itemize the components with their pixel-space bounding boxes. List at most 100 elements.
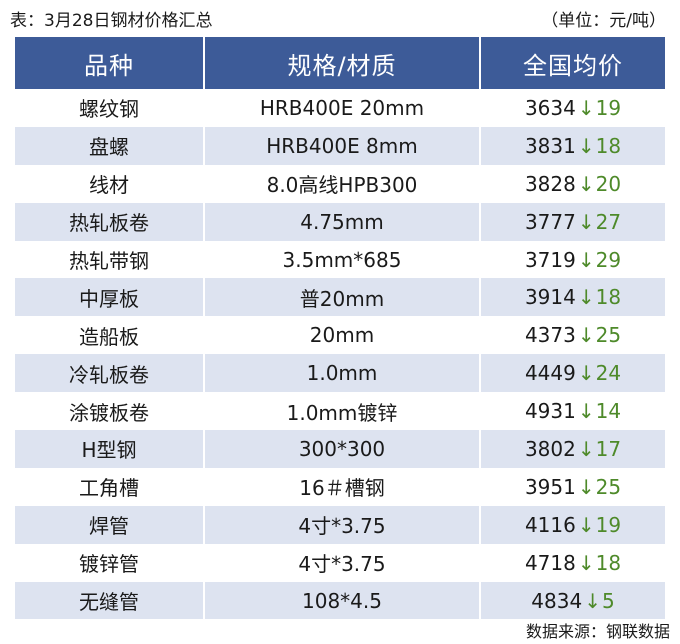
price-value: 3634	[524, 95, 576, 120]
price-cell: 3802 ↓17	[480, 430, 665, 468]
price-cell: 4116 ↓19	[480, 505, 665, 544]
down-arrow-icon: ↓	[577, 285, 595, 310]
price-value: 4718	[524, 550, 576, 575]
down-arrow-icon: ↓	[577, 133, 595, 158]
price-value: 3719	[524, 247, 576, 272]
product-cell: 热轧带钢	[15, 240, 205, 279]
price-cell: 4718 ↓18	[480, 543, 665, 582]
price-cell: 3914 ↓18	[480, 278, 665, 317]
down-arrow-icon: ↓	[577, 550, 595, 575]
header-price: 全国均价	[480, 37, 665, 89]
price-cell: 4931 ↓14	[480, 392, 665, 431]
spec-cell: 108*4.5	[204, 581, 481, 620]
product-cell: 螺纹钢	[15, 89, 205, 127]
price-change: 20	[595, 171, 622, 196]
spec-cell: 4寸*3.75	[204, 543, 481, 582]
down-arrow-icon: ↓	[577, 512, 595, 537]
price-cell: 3777 ↓27	[480, 202, 665, 241]
spec-cell: 4寸*3.75	[204, 505, 481, 544]
price-value: 3828	[524, 171, 576, 196]
price-change: 18	[595, 133, 622, 158]
price-value: 4116	[524, 512, 576, 537]
spec-cell: 3.5mm*685	[204, 240, 481, 279]
table-row: 热轧带钢 3.5mm*685 3719 ↓29	[15, 240, 665, 279]
spec-cell: 1.0mm	[204, 354, 481, 393]
price-value: 4931	[524, 399, 576, 424]
data-source-note: 数据来源：钢联数据	[525, 622, 670, 641]
product-cell: 热轧板卷	[15, 202, 205, 241]
price-change: 14	[595, 399, 622, 424]
down-arrow-icon: ↓	[577, 95, 595, 120]
down-arrow-icon: ↓	[577, 323, 595, 348]
price-change: 18	[595, 550, 622, 575]
table-body: 螺纹钢 HRB400E 20mm 3634 ↓19 盘螺 HRB400E 8mm 3831 ↓…	[15, 89, 665, 620]
table-row: 造船板 20mm 4373 ↓25	[15, 316, 665, 355]
product-cell: 中厚板	[15, 278, 205, 317]
price-value: 3914	[524, 285, 576, 310]
price-cell: 4449 ↓24	[480, 354, 665, 393]
spec-cell: HRB400E 20mm	[204, 89, 481, 127]
price-cell: 4373 ↓25	[480, 316, 665, 355]
price-value: 3831	[524, 133, 576, 158]
table-header: 品种 规格/材质 全国均价	[15, 37, 665, 89]
price-value: 3802	[524, 436, 576, 461]
price-cell: 4834 ↓5	[480, 581, 665, 620]
price-change: 19	[595, 512, 622, 537]
product-cell: 线材	[15, 164, 205, 203]
spec-cell: 8.0高线HPB300	[204, 164, 481, 203]
product-cell: 无缝管	[15, 581, 205, 620]
table-row: H型钢 300*300 3802 ↓17	[15, 430, 665, 468]
product-cell: 盘螺	[15, 126, 205, 165]
price-value: 3777	[524, 209, 576, 234]
product-cell: 焊管	[15, 505, 205, 544]
product-cell: 冷轧板卷	[15, 354, 205, 393]
price-cell: 3634 ↓19	[480, 89, 665, 127]
table-row: 工角槽 16＃槽钢 3951 ↓25	[15, 467, 665, 506]
caption-title: 表：3月28日钢材价格汇总	[10, 10, 213, 31]
steel-price-table: 品种 规格/材质 全国均价 螺纹钢 HRB400E 20mm 3634 ↓19 盘螺 HR…	[15, 37, 665, 620]
price-value: 3951	[524, 474, 576, 499]
price-change: 27	[595, 209, 622, 234]
price-cell: 3828 ↓20	[480, 164, 665, 203]
down-arrow-icon: ↓	[584, 588, 601, 613]
price-cell: 3831 ↓18	[480, 126, 665, 165]
price-value: 4373	[524, 323, 576, 348]
down-arrow-icon: ↓	[577, 209, 595, 234]
product-cell: 涂镀板卷	[15, 392, 205, 431]
spec-cell: 普20mm	[204, 278, 481, 317]
header-row: 品种 规格/材质 全国均价	[15, 37, 665, 89]
table-caption: 表：3月28日钢材价格汇总 （单位：元/吨）	[10, 4, 670, 32]
price-cell: 3951 ↓25	[480, 467, 665, 506]
price-change: 5	[601, 588, 615, 613]
table-row: 中厚板 普20mm 3914 ↓18	[15, 278, 665, 317]
table-row: 盘螺 HRB400E 8mm 3831 ↓18	[15, 126, 665, 165]
price-change: 25	[595, 474, 622, 499]
product-cell: 工角槽	[15, 467, 205, 506]
header-spec: 规格/材质	[204, 37, 481, 89]
price-change: 19	[595, 95, 622, 120]
price-value: 4834	[531, 588, 583, 613]
price-change: 24	[595, 361, 622, 386]
price-change: 18	[595, 285, 622, 310]
down-arrow-icon: ↓	[577, 171, 595, 196]
table-row: 镀锌管 4寸*3.75 4718 ↓18	[15, 543, 665, 582]
table-row: 线材 8.0高线HPB300 3828 ↓20	[15, 164, 665, 203]
down-arrow-icon: ↓	[577, 399, 595, 424]
table-row: 热轧板卷 4.75mm 3777 ↓27	[15, 202, 665, 241]
down-arrow-icon: ↓	[577, 436, 595, 461]
price-change: 25	[595, 323, 622, 348]
table-row: 无缝管 108*4.5 4834 ↓5	[15, 581, 665, 620]
down-arrow-icon: ↓	[577, 247, 595, 272]
product-cell: H型钢	[15, 430, 205, 468]
header-product: 品种	[15, 37, 205, 89]
spec-cell: 300*300	[204, 430, 481, 468]
price-cell: 3719 ↓29	[480, 240, 665, 279]
spec-cell: 20mm	[204, 316, 481, 355]
price-change: 17	[595, 436, 622, 461]
caption-unit: （单位：元/吨）	[541, 10, 666, 31]
down-arrow-icon: ↓	[577, 474, 595, 499]
table-row: 涂镀板卷 1.0mm镀锌 4931 ↓14	[15, 392, 665, 431]
table-row: 焊管 4寸*3.75 4116 ↓19	[15, 505, 665, 544]
spec-cell: HRB400E 8mm	[204, 126, 481, 165]
table-row: 冷轧板卷 1.0mm 4449 ↓24	[15, 354, 665, 393]
